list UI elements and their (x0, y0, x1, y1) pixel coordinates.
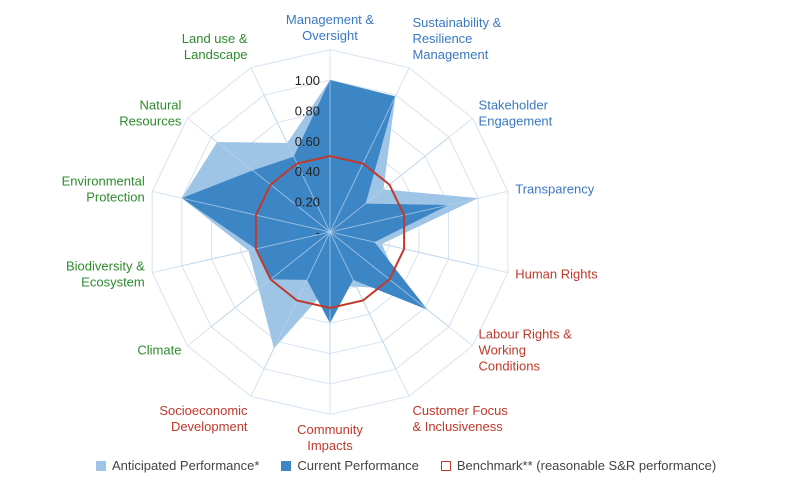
category-label-line: Engagement (479, 114, 553, 129)
series-benchmark-line (254, 154, 406, 310)
category-label-line: Customer Focus (412, 403, 508, 418)
tick-label-3: 0.60 (295, 134, 320, 149)
legend-swatch-current (281, 460, 292, 471)
category-label-12: Natural Resources (119, 98, 182, 129)
category-label-line: Biodiversity & (66, 258, 145, 273)
category-label-line: Resilience (412, 31, 472, 46)
tick-label-2: 0.40 (295, 164, 320, 179)
tick-label-4: 0.80 (295, 103, 320, 118)
category-label-line: Stakeholder (479, 98, 549, 113)
chart-legend: Anticipated Performance* Current Perform… (96, 458, 716, 473)
category-label-13: Land use & Landscape (182, 31, 248, 62)
category-label-7: Community Impacts (297, 422, 363, 453)
category-label-line: Resources (119, 114, 182, 129)
tick-label-0: - (316, 225, 320, 240)
category-label-8: Socioeconomic Development (159, 403, 248, 434)
legend-item-anticipated: Anticipated Performance* (96, 458, 259, 473)
legend-item-current: Current Performance (281, 458, 419, 473)
legend-item-benchmark: Benchmark** (reasonable S&R performance) (440, 458, 717, 473)
category-label-line: Socioeconomic (159, 403, 248, 418)
category-label-line: Human Rights (515, 266, 598, 281)
category-label-9: Climate (137, 342, 181, 357)
legend-swatch-benchmark (440, 460, 451, 471)
category-label-line: Management & (286, 12, 374, 27)
category-label-line: Oversight (302, 28, 358, 43)
legend-label-benchmark: Benchmark** (reasonable S&R performance) (456, 458, 717, 473)
category-label-line: Climate (137, 342, 181, 357)
legend-label-anticipated: Anticipated Performance* (112, 458, 260, 473)
category-label-0: Management & Oversight (286, 12, 374, 43)
category-label-line: Working (479, 342, 526, 357)
category-label-1: Sustainability & Resilience Management (412, 15, 501, 62)
category-label-line: Impacts (307, 438, 353, 453)
tick-label-1: 0.20 (295, 195, 320, 210)
category-label-line: & Inclusiveness (412, 419, 503, 434)
tick-label-5: 1.00 (295, 73, 320, 88)
category-label-4: Human Rights (515, 266, 598, 281)
legend-label-current: Current Performance (297, 458, 419, 473)
category-label-line: Community (297, 422, 363, 437)
category-label-6: Customer Focus & Inclusiveness (412, 403, 508, 434)
category-label-line: Conditions (479, 358, 541, 373)
category-label-5: Labour Rights & Working Conditions (479, 326, 573, 373)
category-label-line: Protection (86, 190, 145, 205)
category-label-2: Stakeholder Engagement (479, 98, 553, 129)
category-label-line: Environmental (62, 174, 145, 189)
category-label-10: Biodiversity & Ecosystem (66, 258, 145, 289)
category-label-line: Landscape (184, 47, 248, 62)
category-label-line: Transparency (515, 182, 594, 197)
category-label-11: Environmental Protection (62, 174, 145, 205)
category-label-line: Sustainability & (412, 15, 501, 30)
legend-swatch-anticipated (96, 460, 106, 471)
category-label-3: Transparency (515, 182, 594, 197)
category-label-line: Natural (140, 98, 182, 113)
category-label-line: Land use & (182, 31, 248, 46)
category-label-line: Development (171, 419, 248, 434)
category-label-line: Labour Rights & (479, 326, 573, 341)
category-label-line: Ecosystem (81, 274, 145, 289)
category-label-line: Management (412, 47, 488, 62)
